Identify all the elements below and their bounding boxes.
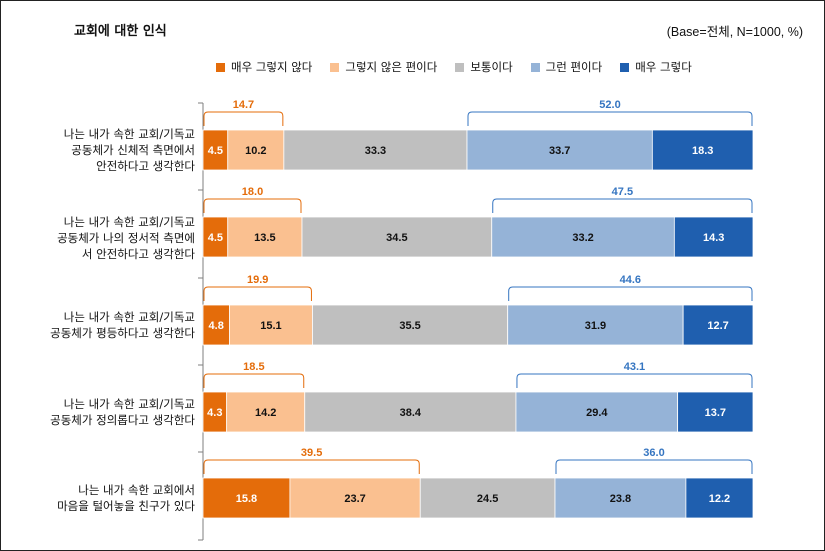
negative-bracket — [203, 373, 305, 388]
legend-swatch-strongly-disagree — [216, 62, 225, 72]
data-label-agree: 33.7 — [549, 145, 570, 157]
bar-segment-strongly-agree — [685, 477, 754, 519]
positive-total-label: 36.0 — [643, 447, 664, 459]
bar-segment-disagree — [228, 304, 313, 346]
data-label-disagree: 10.2 — [245, 145, 266, 157]
bar-segment-neutral — [419, 477, 556, 519]
row-label: 나는 내가 속한 교회/기독교 공동체가 신체적 측면에서 안전하다고 생각한다 — [63, 127, 195, 173]
negative-bracket — [203, 111, 284, 126]
bar-segment-agree — [515, 391, 679, 433]
bar-segment-strongly-disagree — [202, 304, 230, 346]
bar-segment-strongly-agree — [682, 304, 754, 346]
legend-label-strongly-disagree: 매우 그렇지 않다 — [231, 60, 313, 74]
bar-segment-agree — [466, 129, 653, 171]
data-label-agree: 33.2 — [572, 232, 593, 244]
legend-swatch-neutral — [455, 62, 465, 72]
legend-item-disagree: 그렇지 않은 편이다 — [330, 59, 437, 75]
legend-item-strongly-agree: 매우 그렇다 — [620, 59, 692, 75]
row-label: 나는 내가 속한 교회/기독교 공동체가 평등하다고 생각한다 — [50, 310, 195, 340]
bar-segment-neutral — [301, 216, 493, 258]
data-label-strongly-agree: 13.7 — [705, 407, 726, 419]
legend-swatch-agree — [530, 62, 540, 72]
bar-segment-strongly-disagree — [202, 129, 229, 171]
row-label: 나는 내가 속한 교회에서 마음을 털어놓을 친구가 있다 — [57, 483, 195, 513]
legend-label-agree: 그런 편이다 — [545, 60, 603, 74]
bar-segment-disagree — [227, 216, 303, 258]
data-label-strongly-disagree: 15.8 — [236, 493, 257, 505]
positive-bracket — [508, 286, 753, 301]
legend: 매우 그렇지 않다 그렇지 않은 편이다 보통이다 그런 편이다 매우 그렇다 — [216, 58, 710, 76]
negative-total-label: 18.5 — [243, 361, 264, 373]
data-label-strongly-disagree: 4.3 — [207, 407, 222, 419]
base-note: (Base=전체, N=1000, %) — [666, 25, 803, 39]
positive-bracket — [516, 373, 753, 388]
negative-total-label: 19.9 — [247, 274, 268, 286]
positive-bracket — [492, 198, 753, 213]
legend-item-strongly-disagree: 매우 그렇지 않다 — [216, 59, 312, 75]
data-label-strongly-disagree: 4.8 — [209, 320, 224, 332]
data-label-strongly-agree: 18.3 — [692, 145, 713, 157]
data-label-agree: 29.4 — [586, 407, 608, 419]
positive-total-label: 43.1 — [624, 361, 645, 373]
bar-segment-strongly-agree — [651, 129, 754, 171]
positive-total-label: 47.5 — [612, 186, 633, 198]
bar-segment-strongly-disagree — [202, 216, 229, 258]
negative-bracket — [203, 459, 420, 474]
legend-swatch-disagree — [330, 62, 340, 72]
legend-swatch-strongly-agree — [620, 62, 630, 72]
data-label-neutral: 35.5 — [399, 320, 420, 332]
bar-segment-agree — [491, 216, 675, 258]
data-label-neutral: 34.5 — [386, 232, 407, 244]
positive-bracket — [467, 111, 753, 126]
data-label-strongly-disagree: 4.5 — [208, 232, 223, 244]
legend-label-disagree: 그렇지 않은 편이다 — [345, 60, 438, 74]
data-label-neutral: 33.3 — [365, 145, 386, 157]
negative-bracket — [203, 198, 302, 213]
data-label-neutral: 38.4 — [400, 407, 422, 419]
data-label-disagree: 23.7 — [344, 493, 365, 505]
bar-segment-neutral — [283, 129, 468, 171]
negative-total-label: 18.0 — [242, 186, 263, 198]
bar-segment-strongly-agree — [673, 216, 754, 258]
data-label-disagree: 15.1 — [260, 320, 281, 332]
data-label-disagree: 14.2 — [255, 407, 276, 419]
negative-bracket — [203, 286, 312, 301]
legend-item-neutral: 보통이다 — [455, 59, 513, 75]
legend-item-agree: 그런 편이다 — [530, 59, 603, 75]
row-label: 나는 내가 속한 교회/기독교 공동체가 나의 정서적 측면에 서 안전하다고 … — [57, 215, 195, 261]
negative-total-label: 39.5 — [301, 447, 322, 459]
positive-total-label: 44.6 — [620, 274, 641, 286]
data-label-strongly-agree: 12.2 — [709, 493, 730, 505]
bar-segment-strongly-agree — [677, 391, 754, 433]
data-label-neutral: 24.5 — [477, 493, 498, 505]
data-label-agree: 23.8 — [610, 493, 631, 505]
data-label-strongly-agree: 14.3 — [703, 232, 724, 244]
legend-label-neutral: 보통이다 — [470, 60, 513, 74]
chart-title: 교회에 대한 인식 — [74, 24, 167, 39]
row-label: 나는 내가 속한 교회/기독교 공동체가 정의롭다고 생각한다 — [50, 397, 195, 427]
bar-segment-agree — [554, 477, 687, 519]
data-label-agree: 31.9 — [585, 320, 606, 332]
positive-bracket — [555, 459, 753, 474]
legend-label-strongly-agree: 매우 그렇다 — [635, 60, 692, 74]
bar-segment-neutral — [312, 304, 509, 346]
bar-segment-disagree — [226, 391, 306, 433]
bar-segment-disagree — [289, 477, 421, 519]
data-label-disagree: 13.5 — [254, 232, 275, 244]
data-label-strongly-agree: 12.7 — [707, 320, 728, 332]
bar-segment-agree — [507, 304, 684, 346]
data-label-strongly-disagree: 4.5 — [208, 145, 223, 157]
negative-total-label: 14.7 — [233, 99, 254, 111]
positive-total-label: 52.0 — [599, 99, 620, 111]
